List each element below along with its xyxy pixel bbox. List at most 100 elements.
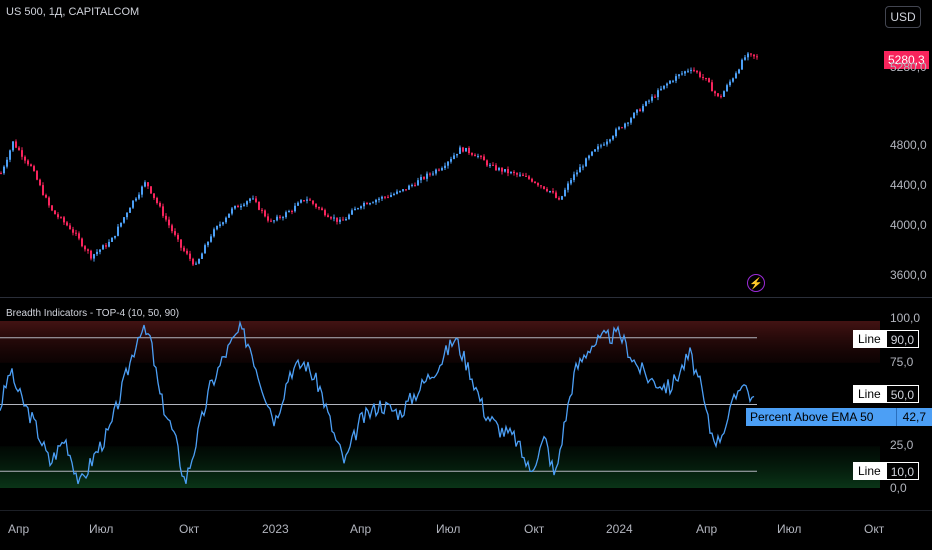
price-candle	[402, 188, 404, 193]
price-candle	[630, 116, 632, 125]
percent-above-ema-line	[0, 320, 755, 485]
price-candle	[63, 215, 65, 225]
price-candle	[327, 213, 329, 218]
price-candle	[282, 215, 284, 221]
price-candle	[285, 210, 287, 219]
price-candle	[687, 68, 689, 73]
symbol-title[interactable]: US 500, 1Д, CAPITALCOM	[6, 6, 140, 18]
price-candle	[705, 77, 707, 81]
price-candle	[39, 178, 41, 187]
price-chart[interactable]	[0, 0, 880, 296]
price-candle	[480, 154, 482, 160]
time-axis-label: Апр	[696, 522, 718, 536]
price-candle	[498, 166, 500, 172]
price-candle	[378, 197, 380, 203]
price-candle	[486, 159, 488, 168]
price-candle	[573, 171, 575, 183]
price-candle	[180, 239, 182, 251]
price-candle	[525, 172, 527, 177]
price-candle	[33, 164, 35, 172]
price-candle	[669, 79, 671, 85]
oversold-band	[0, 446, 880, 488]
price-candle	[330, 216, 332, 220]
lightning-icon[interactable]: ⚡	[747, 274, 765, 292]
price-candle	[519, 172, 521, 178]
price-candle	[126, 211, 128, 220]
price-candle	[660, 85, 662, 91]
price-candle	[558, 196, 560, 201]
price-candle	[372, 201, 374, 204]
price-candle	[123, 216, 125, 224]
price-candle	[744, 55, 746, 61]
currency-button[interactable]: USD	[885, 6, 921, 28]
time-axis-label: Апр	[350, 522, 372, 536]
price-candle	[57, 212, 59, 220]
price-candle	[345, 217, 347, 221]
price-candle	[231, 207, 233, 216]
price-candle	[195, 261, 197, 265]
price-candle	[735, 71, 737, 79]
price-candle	[477, 153, 479, 159]
price-candle	[108, 239, 110, 248]
price-candle	[192, 257, 194, 266]
price-candle	[321, 206, 323, 211]
price-candle	[51, 205, 53, 212]
time-axis-label: Окт	[524, 522, 545, 536]
price-candle	[75, 229, 77, 237]
price-candle	[459, 145, 461, 154]
price-candle	[177, 232, 179, 242]
level-line-label: Line	[853, 330, 886, 348]
price-candle	[741, 58, 743, 70]
pane-divider[interactable]	[0, 297, 932, 298]
level-tag-90: Line 90,0	[853, 330, 920, 348]
price-candle	[219, 221, 221, 228]
price-candle	[117, 223, 119, 237]
price-candle	[738, 68, 740, 75]
price-candle	[18, 146, 20, 151]
price-axis-label: 4800,0	[890, 138, 927, 152]
price-candle	[579, 164, 581, 173]
price-candle	[84, 244, 86, 252]
indicator-chart[interactable]	[0, 298, 880, 498]
price-candle	[693, 67, 695, 73]
price-candle	[105, 243, 107, 249]
price-candle	[336, 217, 338, 225]
price-candle	[450, 156, 452, 164]
price-candle	[300, 199, 302, 204]
price-candle	[390, 192, 392, 198]
price-candle	[393, 192, 395, 196]
price-candle	[162, 203, 164, 218]
price-candle	[189, 250, 191, 262]
price-candle	[171, 223, 173, 234]
price-candle	[72, 226, 74, 236]
price-candle	[186, 248, 188, 256]
price-candle	[159, 201, 161, 208]
price-candle	[99, 249, 101, 255]
price-candle	[549, 190, 551, 194]
price-candle	[153, 193, 155, 200]
price-candle	[249, 197, 251, 204]
price-candle	[102, 244, 104, 250]
price-candle	[15, 139, 17, 149]
price-candle	[597, 143, 599, 152]
price-candle	[324, 208, 326, 217]
price-candle	[21, 147, 23, 160]
indicator-title[interactable]: Breadth Indicators - TOP-4 (10, 50, 90)	[6, 308, 180, 319]
time-axis-label: Окт	[179, 522, 200, 536]
price-candle	[141, 185, 143, 198]
price-candle	[465, 147, 467, 152]
level-line-label: Line	[853, 385, 886, 403]
series-name-label: Percent Above EMA 50 SPX	[746, 408, 896, 442]
price-candle	[624, 122, 626, 130]
price-candle	[48, 196, 50, 208]
price-candle	[168, 216, 170, 229]
price-candle	[435, 168, 437, 176]
price-candle	[90, 249, 92, 261]
price-candle	[144, 180, 146, 188]
price-candle	[339, 216, 341, 225]
price-candle	[642, 103, 644, 113]
price-candle	[267, 213, 269, 223]
time-axis-label: Апр	[8, 522, 30, 536]
price-candle	[183, 245, 185, 253]
price-candle	[684, 70, 686, 77]
